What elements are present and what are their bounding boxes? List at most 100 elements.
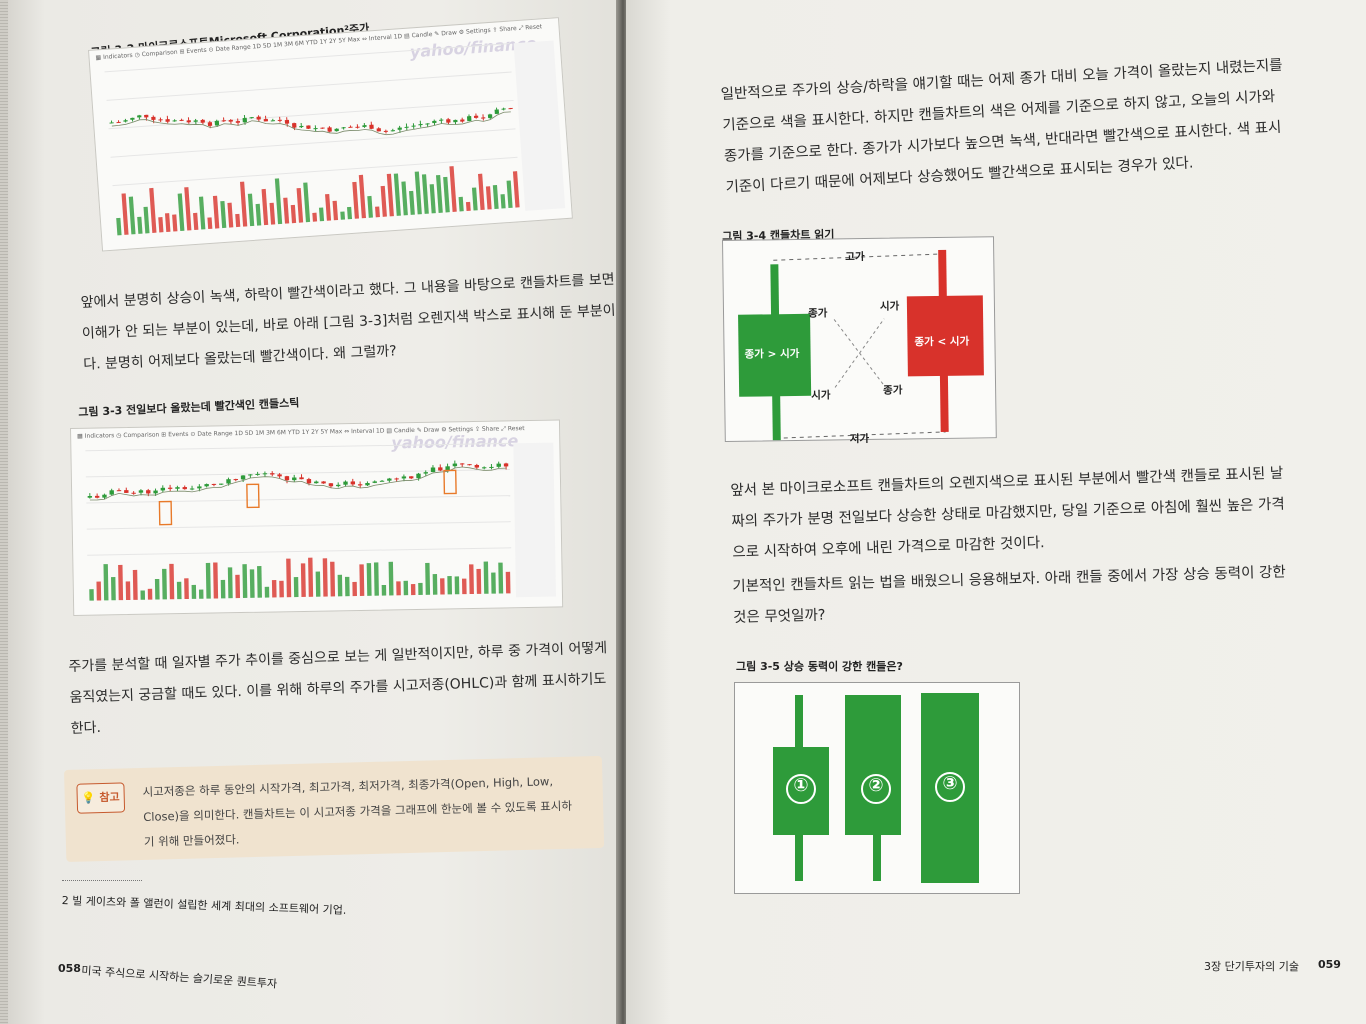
volume-bar bbox=[319, 207, 324, 221]
volume-bar bbox=[381, 186, 387, 217]
volume-bar bbox=[155, 579, 160, 600]
volume-bar bbox=[472, 187, 478, 210]
candle-body bbox=[502, 108, 506, 109]
candle-body bbox=[481, 117, 485, 118]
candle-body bbox=[95, 496, 99, 498]
candle-body bbox=[329, 483, 333, 486]
volume-bar bbox=[404, 581, 409, 595]
grid-line bbox=[87, 548, 511, 555]
volume-bar bbox=[184, 578, 189, 599]
candle-body bbox=[307, 479, 311, 483]
volume-bar bbox=[374, 562, 379, 595]
candle-body bbox=[88, 496, 92, 498]
candle-body bbox=[405, 127, 409, 128]
candle-body bbox=[215, 121, 220, 126]
candle-reading-figure: 고가 저가 종가 시가 시가 종가 종가 > 시가 종가 < 시가 bbox=[722, 236, 997, 442]
volume-bar bbox=[352, 582, 357, 596]
volume-bar bbox=[484, 562, 489, 594]
candle-body bbox=[212, 484, 216, 485]
candle-body bbox=[255, 474, 259, 475]
candle-1-label: ① bbox=[789, 775, 813, 796]
candle-body bbox=[117, 490, 121, 491]
volume-bar bbox=[367, 196, 373, 218]
note-badge: 💡 참고 bbox=[76, 782, 125, 813]
volume-bar bbox=[89, 589, 94, 601]
candle-body bbox=[488, 114, 492, 118]
price-axis bbox=[514, 41, 566, 211]
right-paragraph-2: 앞서 본 마이크로소프트 캔들차트의 오렌지색으로 표시된 부분에서 빨간색 캔… bbox=[730, 459, 1286, 569]
volume-bar bbox=[418, 583, 423, 595]
volume-bar bbox=[177, 582, 182, 599]
volume-bar bbox=[192, 585, 197, 599]
volume-bar bbox=[140, 590, 145, 599]
volume-bar bbox=[401, 181, 408, 215]
volume-bar bbox=[207, 217, 212, 229]
volume-bar bbox=[389, 562, 394, 596]
volume-bar bbox=[333, 201, 339, 220]
candle-body bbox=[416, 474, 420, 479]
candle-body bbox=[285, 476, 289, 480]
candle-body bbox=[241, 475, 245, 479]
volume-bar bbox=[409, 191, 415, 215]
candle-body bbox=[161, 488, 165, 491]
candle-body bbox=[139, 490, 143, 492]
candle-body bbox=[190, 488, 194, 489]
candle-body bbox=[292, 477, 296, 480]
volume-bar bbox=[506, 572, 511, 594]
volume-bar bbox=[347, 207, 352, 219]
candle-body bbox=[110, 122, 114, 123]
candle-body bbox=[194, 120, 198, 122]
left-page: 그림 3-2 마이크로소프트Microsoft Corporation²주가 ▦… bbox=[8, 0, 624, 1024]
candle-body bbox=[204, 484, 208, 486]
volume-bar bbox=[206, 563, 211, 599]
grid-line bbox=[85, 443, 509, 450]
moving-average-line bbox=[112, 94, 512, 154]
volume-bar bbox=[459, 197, 464, 212]
volume-bar bbox=[270, 203, 276, 225]
candle-body bbox=[197, 486, 201, 488]
volume-bar bbox=[221, 580, 226, 598]
volume-bar bbox=[118, 565, 123, 600]
volume-bar bbox=[165, 213, 170, 232]
candle-body bbox=[278, 120, 282, 121]
volume-bar bbox=[394, 174, 401, 216]
grid-line bbox=[113, 157, 518, 185]
volume-bar bbox=[500, 194, 505, 208]
candle-body bbox=[391, 130, 395, 131]
candle-body bbox=[341, 127, 345, 128]
candle-body bbox=[226, 479, 230, 483]
orange-highlight-box bbox=[444, 470, 456, 493]
candle-body bbox=[102, 495, 106, 498]
grid-line bbox=[107, 72, 512, 100]
candle-body bbox=[320, 127, 324, 128]
volume-bar bbox=[257, 566, 262, 598]
candle-body bbox=[380, 481, 384, 482]
lightbulb-icon: 💡 bbox=[82, 791, 96, 804]
chapter-label: 3장 단기투자의 기술 bbox=[1204, 958, 1299, 974]
open-label-top: 시가 bbox=[880, 299, 900, 314]
volume-bar bbox=[235, 214, 240, 227]
volume-bar bbox=[291, 205, 296, 223]
figure-3-3-caption: 그림 3-3 전일보다 올랐는데 빨간색인 캔들스틱 bbox=[78, 394, 300, 420]
candle-body bbox=[151, 117, 155, 120]
candlestick-chart-1 bbox=[89, 18, 572, 250]
candle-body bbox=[432, 121, 436, 123]
candle-body bbox=[137, 115, 141, 117]
volume-bar bbox=[455, 576, 460, 594]
candle-body bbox=[495, 109, 499, 114]
candle-2-label: ② bbox=[864, 775, 888, 796]
candle-body bbox=[355, 127, 359, 128]
candle-body bbox=[365, 483, 369, 485]
volume-bar bbox=[486, 186, 492, 209]
candle-body bbox=[335, 129, 339, 132]
volume-bar bbox=[440, 578, 445, 594]
candle-body bbox=[229, 120, 233, 122]
volume-bar bbox=[340, 211, 345, 219]
volume-bar bbox=[262, 189, 269, 225]
candle-body bbox=[373, 481, 377, 483]
msft-stock-chart: ▦ Indicators ◷ Comparison ⊞ Events ⊙ Dat… bbox=[88, 17, 573, 251]
volume-bar bbox=[228, 567, 233, 598]
close-label-bottom: 종가 bbox=[883, 382, 903, 397]
candle-body bbox=[158, 119, 162, 120]
candle-body bbox=[398, 127, 402, 129]
